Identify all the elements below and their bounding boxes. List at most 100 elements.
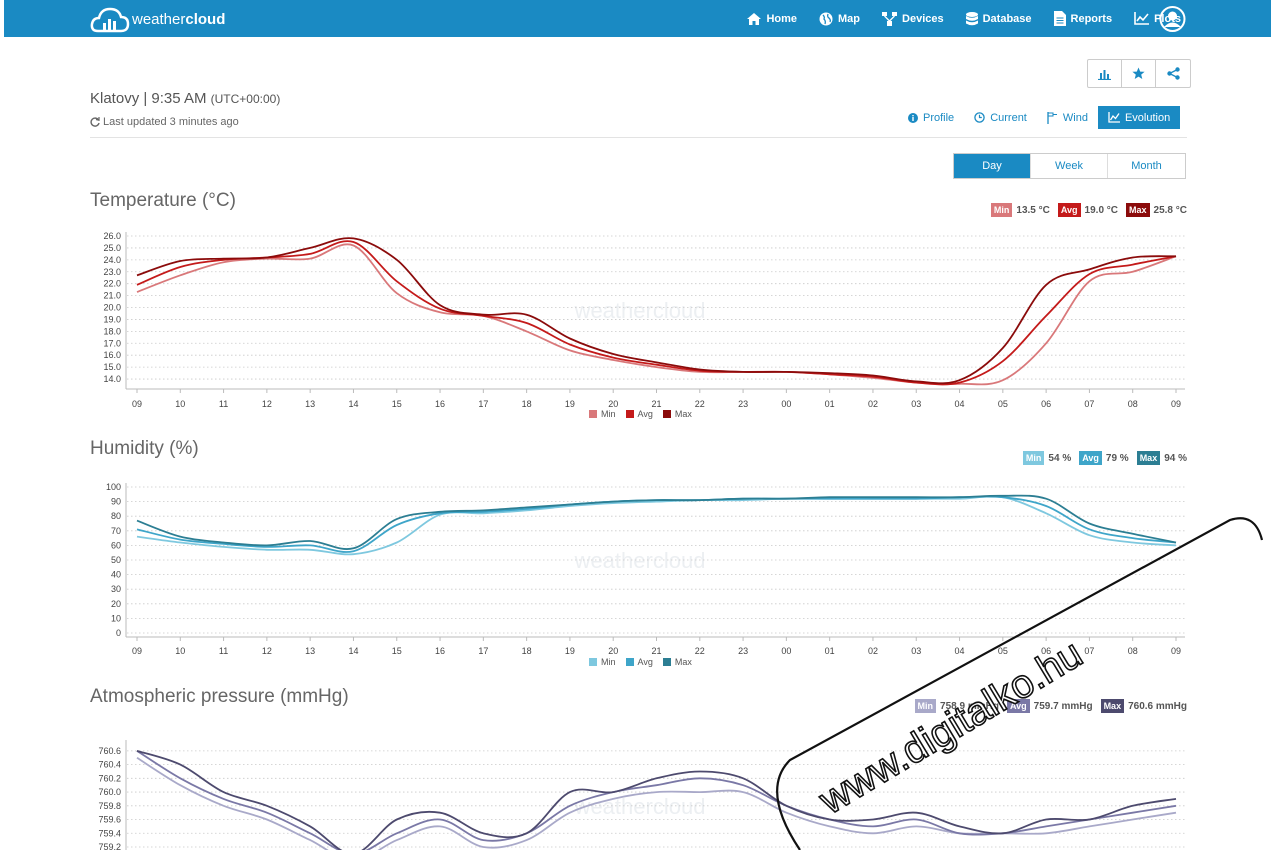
legend-item[interactable]: Avg [625, 657, 653, 667]
user-icon [1159, 6, 1186, 32]
nav-reports[interactable]: Reports [1053, 11, 1112, 26]
x-tick-label: 22 [695, 399, 705, 409]
tab-wind[interactable]: Wind [1037, 106, 1098, 129]
tab-current-label: Current [990, 111, 1027, 124]
range-month[interactable]: Month [1131, 160, 1162, 172]
y-tick-label: 50 [111, 555, 121, 565]
share-icon [1166, 67, 1180, 80]
action-buttons [1087, 59, 1191, 88]
temp-min-value: 13.5 °C [1016, 204, 1050, 216]
y-tick-label: 15.0 [103, 362, 121, 372]
station-timezone: (UTC+00:00) [210, 92, 281, 106]
y-tick-label: 10 [111, 613, 121, 623]
view-tabs: Profile Current Wind Evolution [898, 106, 1181, 129]
y-tick-label: 16.0 [103, 350, 121, 360]
x-tick-label: 19 [565, 646, 575, 656]
y-tick-label: 760.4 [98, 760, 121, 770]
temperature-title: Temperature (°C) [90, 190, 236, 211]
bar-chart-icon [1098, 69, 1111, 80]
nav-home[interactable]: Home [747, 12, 798, 25]
x-tick-label: 16 [435, 399, 445, 409]
x-tick-label: 17 [478, 646, 488, 656]
x-tick-label: 07 [1084, 646, 1094, 656]
star-icon [1132, 67, 1145, 79]
y-tick-label: 60 [111, 540, 121, 550]
x-tick-label: 17 [478, 399, 488, 409]
x-tick-label: 18 [522, 646, 532, 656]
y-tick-label: 22.0 [103, 279, 121, 289]
y-tick-label: 25.0 [103, 243, 121, 253]
y-tick-label: 90 [111, 497, 121, 507]
home-icon [747, 12, 762, 25]
y-tick-label: 760.2 [98, 773, 121, 783]
tab-current[interactable]: Current [964, 106, 1037, 129]
y-tick-label: 21.0 [103, 291, 121, 301]
y-tick-label: 70 [111, 526, 121, 536]
chart-watermark-logo: weathercloud [574, 298, 706, 323]
nav-devices[interactable]: Devices [882, 11, 944, 26]
station-location: Klatovy | 9:35 AM (UTC+00:00) [90, 90, 280, 107]
tab-wind-label: Wind [1062, 111, 1088, 124]
hum-avg-badge: Avg [1079, 451, 1102, 465]
y-tick-label: 759.8 [98, 801, 121, 811]
y-tick-label: 14.0 [103, 374, 121, 384]
legend-item[interactable]: Min [589, 409, 616, 419]
user-avatar[interactable] [1159, 6, 1186, 37]
last-updated-text: Last updated 3 minutes ago [103, 116, 239, 128]
tab-evolution[interactable]: Evolution [1097, 106, 1181, 129]
x-tick-label: 12 [262, 646, 272, 656]
legend-label: Max [674, 657, 692, 667]
x-tick-label: 03 [911, 399, 921, 409]
y-tick-label: 19.0 [103, 314, 121, 324]
x-tick-label: 04 [955, 646, 965, 656]
x-tick-label: 11 [219, 646, 228, 656]
tab-evolution-label: Evolution [1124, 111, 1171, 124]
y-tick-label: 759.2 [98, 842, 121, 850]
x-tick-label: 07 [1084, 399, 1094, 409]
x-tick-label: 13 [305, 399, 315, 409]
stats-button[interactable] [1088, 60, 1122, 87]
refresh-icon [90, 117, 100, 127]
range-week[interactable]: Week [1031, 154, 1108, 178]
x-tick-label: 10 [175, 399, 185, 409]
x-tick-label: 00 [781, 646, 791, 656]
x-tick-label: 06 [1041, 646, 1051, 656]
legend-item[interactable]: Min [589, 657, 616, 667]
x-tick-label: 09 [1171, 399, 1181, 409]
y-tick-label: 20.0 [103, 303, 121, 313]
x-tick-label: 09 [1171, 646, 1181, 656]
x-tick-label: 11 [219, 399, 228, 409]
range-day[interactable]: Day [954, 154, 1031, 178]
y-tick-label: 18.0 [103, 326, 121, 336]
x-tick-label: 14 [348, 399, 358, 409]
x-tick-label: 15 [392, 646, 402, 656]
legend-label: Min [601, 409, 616, 419]
legend-item[interactable]: Avg [625, 409, 653, 419]
y-tick-label: 760.6 [98, 746, 121, 756]
series-line-max [136, 237, 1177, 385]
brand-logo[interactable]: weathercloud [90, 5, 225, 33]
share-button[interactable] [1156, 60, 1190, 87]
globe-icon [819, 12, 833, 25]
brand-name: weathercloud [132, 10, 226, 28]
series-line-min [136, 243, 1177, 386]
y-tick-label: 759.6 [98, 815, 121, 825]
tab-profile[interactable]: Profile [898, 106, 964, 129]
legend-label: Avg [637, 409, 653, 419]
y-tick-label: 0 [116, 628, 121, 638]
y-tick-label: 24.0 [103, 255, 121, 265]
favorite-button[interactable] [1122, 60, 1156, 87]
legend-item[interactable]: Max [662, 409, 692, 419]
line-chart-icon [1108, 112, 1120, 123]
legend-item[interactable]: Max [662, 657, 692, 667]
x-tick-label: 13 [305, 646, 315, 656]
x-tick-label: 14 [348, 646, 358, 656]
hum-min-badge: Min [1022, 451, 1045, 465]
x-tick-label: 02 [868, 646, 878, 656]
nav-database[interactable]: Database [965, 11, 1032, 26]
x-tick-label: 05 [998, 646, 1008, 656]
series-line-max [136, 494, 1177, 550]
nav-home-label: Home [766, 12, 798, 25]
nav-map[interactable]: Map [819, 12, 860, 26]
legend-swatch [662, 410, 671, 418]
